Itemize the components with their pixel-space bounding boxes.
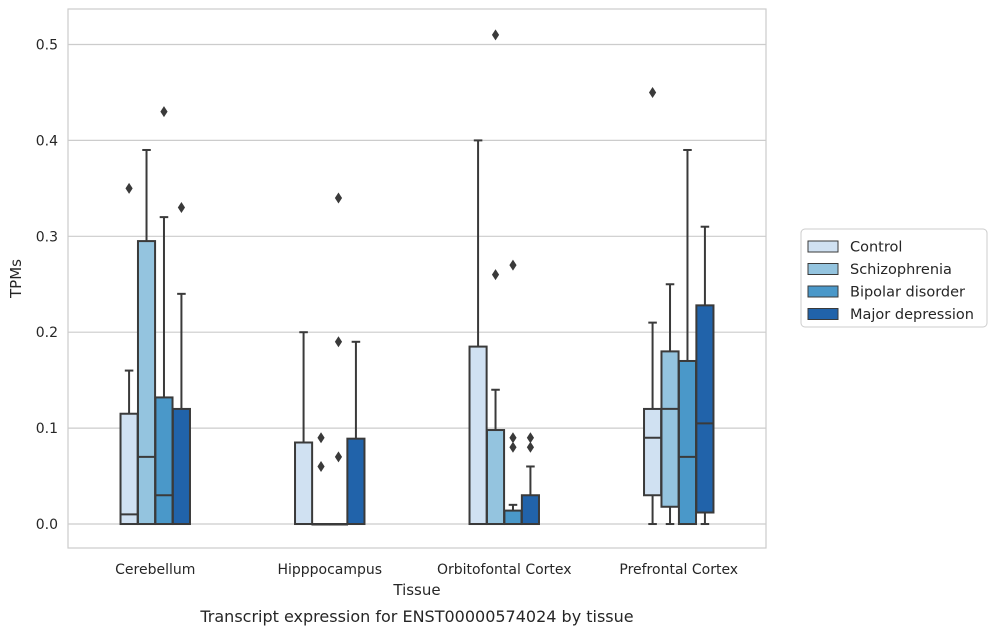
- outlier-point: [509, 441, 517, 453]
- outlier-point: [317, 460, 325, 472]
- box-body: [171, 407, 191, 526]
- y-tick-label: 0.0: [36, 517, 58, 533]
- box-body: [695, 304, 715, 514]
- y-tick-label: 0.5: [36, 37, 58, 53]
- legend-label: Schizophrenia: [850, 262, 952, 278]
- legend-swatch: [807, 285, 839, 298]
- box-major-depression: [520, 432, 540, 526]
- box-body: [136, 240, 157, 526]
- box-bipolar-disorder: [503, 259, 523, 526]
- legend-label: Control: [850, 240, 902, 256]
- box-major-depression: [171, 202, 191, 526]
- box-body: [520, 494, 540, 526]
- plot-frame: [67, 8, 767, 549]
- x-tick-label: Prefrontal Cortex: [619, 562, 738, 578]
- x-tick-labels: Cerebellum Hipppocampus Orbitofontal Corte…: [115, 562, 738, 578]
- x-tick-label: Cerebellum: [115, 562, 195, 578]
- box-schizophrenia: [311, 432, 331, 526]
- legend-swatch: [807, 308, 839, 320]
- x-axis-label: Tissue: [392, 581, 440, 599]
- legend-item: Schizophrenia: [807, 262, 952, 278]
- box-bipolar-disorder: [328, 192, 349, 526]
- outlier-point: [509, 432, 517, 444]
- outlier-point: [526, 441, 535, 453]
- outlier-point: [491, 29, 500, 41]
- y-tick-labels: 0.0 0.1 0.2 0.3 0.4 0.5: [36, 37, 58, 533]
- box-series: [119, 29, 715, 526]
- legend-item: Control: [807, 240, 902, 256]
- outlier-point: [334, 192, 343, 204]
- box-body: [294, 441, 314, 526]
- box-major-depression: [346, 340, 366, 526]
- legend-swatch: [807, 263, 839, 275]
- outlier-point: [125, 182, 133, 194]
- box-body: [485, 429, 506, 526]
- x-tick-label: Hipppocampus: [277, 562, 382, 578]
- box-body: [643, 407, 663, 497]
- box-body: [119, 412, 139, 526]
- x-tick-label: Orbitofontal Cortex: [437, 562, 572, 578]
- legend-label: Bipolar disorder: [850, 285, 965, 301]
- box-control: [294, 331, 314, 526]
- legend-swatch: [807, 240, 839, 253]
- legend-frame: [800, 228, 988, 328]
- box-control: [119, 182, 139, 526]
- box-body: [154, 396, 174, 526]
- figure-caption: Transcript expression for ENST0000057402…: [199, 607, 633, 626]
- outlier-point: [509, 259, 517, 271]
- box-bipolar-disorder: [154, 106, 174, 526]
- legend: Control Schizophrenia Bipolar disorder Majo…: [800, 228, 988, 328]
- y-tick-label: 0.2: [36, 325, 58, 341]
- box-bipolar-disorder: [677, 148, 698, 526]
- box-schizophrenia: [485, 29, 506, 526]
- y-tick-label: 0.1: [36, 421, 58, 437]
- y-axis-label: TPMs: [7, 259, 25, 299]
- y-tick-label: 0.3: [36, 229, 58, 245]
- outlier-point: [491, 269, 500, 281]
- outlier-point: [334, 451, 343, 463]
- box-schizophrenia: [660, 283, 680, 526]
- legend-item: Bipolar disorder: [807, 285, 965, 301]
- outlier-point: [317, 432, 325, 444]
- outlier-point: [334, 336, 343, 348]
- box-body: [503, 509, 523, 526]
- outlier-point: [160, 106, 168, 118]
- box-control: [643, 86, 663, 526]
- outlier-point: [177, 202, 186, 214]
- box-major-depression: [695, 225, 715, 526]
- box-body: [468, 345, 488, 526]
- box-body: [660, 350, 680, 508]
- box-body: [346, 437, 366, 526]
- outlier-point: [648, 86, 657, 98]
- box-schizophrenia: [136, 148, 157, 526]
- outlier-point: [526, 432, 535, 444]
- y-tick-label: 0.4: [36, 133, 58, 149]
- legend-item: Major depression: [807, 307, 974, 323]
- legend-label: Major depression: [850, 307, 974, 323]
- box-body: [677, 359, 698, 526]
